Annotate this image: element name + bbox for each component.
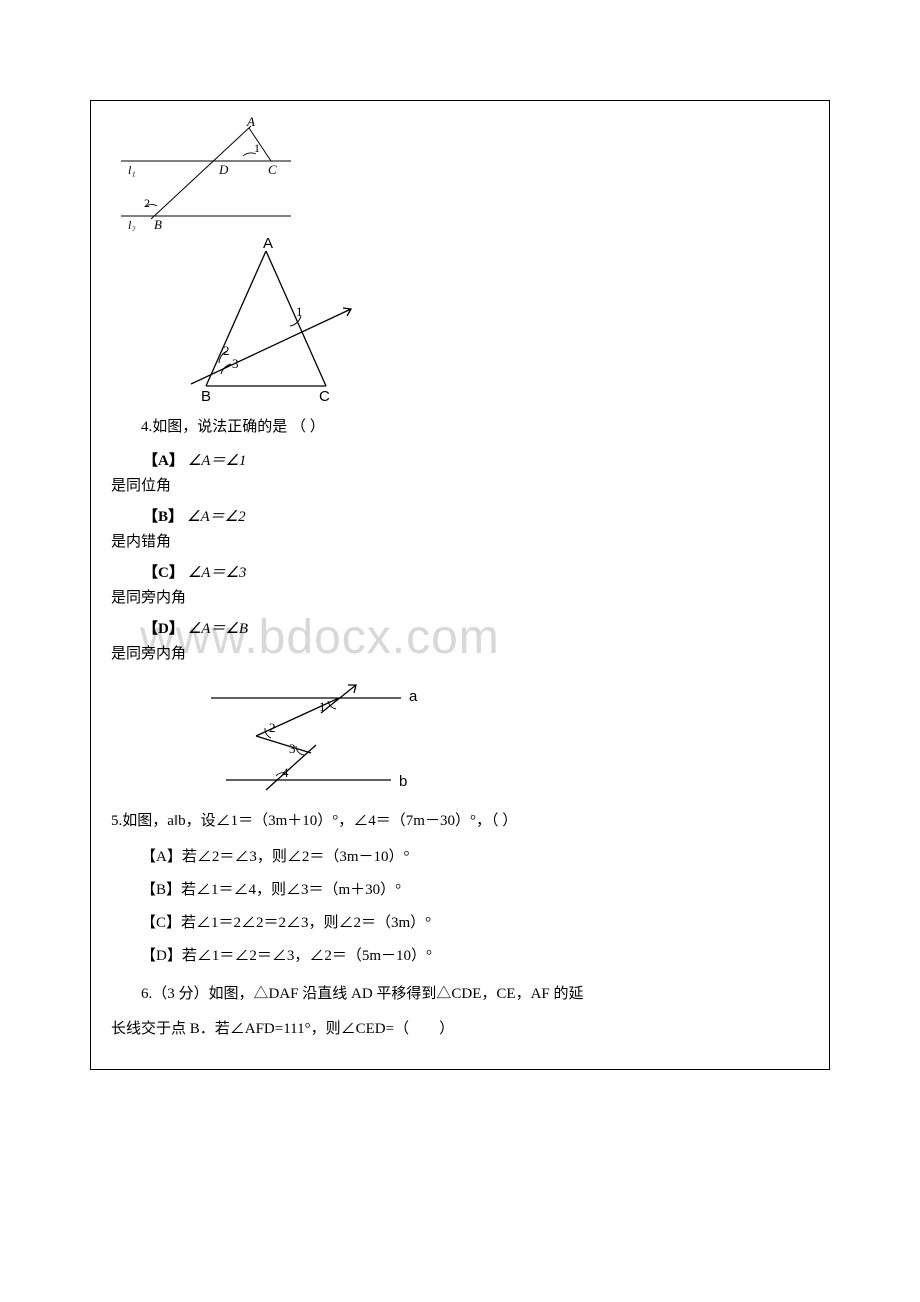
fig1-label-1: 1 <box>254 141 260 155</box>
q4-opt-a-label: 【A】 <box>143 449 184 470</box>
q4-opt-b-math: ∠A＝∠2 <box>187 505 246 526</box>
fig1-label-B: B <box>154 217 162 231</box>
fig2-label-B: B <box>201 388 211 405</box>
q4-opt-c-math: ∠A＝∠3 <box>188 561 247 582</box>
figure-2: A 1 2 3 B C <box>111 236 809 406</box>
figure-3: a b 1 2 3 4 <box>111 673 809 798</box>
q4-opt-b-explain: 是内错角 <box>111 530 809 551</box>
q4-option-d: 【D】 ∠A＝∠B <box>143 617 809 638</box>
q4-opt-c-label: 【C】 <box>143 561 184 582</box>
figure-1: A 1 D C l₁ 2 l₂ B <box>111 116 809 231</box>
fig3-label-b: b <box>399 773 407 790</box>
q4-opt-b-label: 【B】 <box>143 505 183 526</box>
q4-opt-a-explain: 是同位角 <box>111 474 809 495</box>
q5-option-d: 【D】若∠1＝∠2＝∠3，∠2＝（5m－10）° <box>111 940 809 973</box>
q5-option-c: 【C】若∠1＝2∠2＝2∠3，则∠2＝（3m）° <box>111 907 809 940</box>
fig3-label-a: a <box>409 688 418 705</box>
fig1-label-D: D <box>218 162 229 177</box>
fig1-label-2: 2 <box>144 196 150 210</box>
q5-stem: 5.如图，a‖b，设∠1＝（3m＋10）°，∠4＝（7m－30）°，（ ） <box>111 808 809 835</box>
fig1-label-l2: l₂ <box>128 218 136 231</box>
q4-option-b: 【B】 ∠A＝∠2 <box>143 505 809 526</box>
q4-option-c: 【C】 ∠A＝∠3 <box>143 561 809 582</box>
fig1-label-C: C <box>268 162 277 177</box>
q6-stem-line2: 长线交于点 B．若∠AFD=111°，则∠CED=（ ） <box>111 1016 809 1043</box>
fig2-label-1: 1 <box>296 304 303 319</box>
content-area: A 1 D C l₁ 2 l₂ B <box>111 116 809 1043</box>
q6-stem-line1: 6.（3 分）如图，△DAF 沿直线 AD 平移得到△CDE，CE，AF 的延 <box>111 981 809 1008</box>
page-border: A 1 D C l₁ 2 l₂ B <box>90 100 830 1070</box>
fig2-label-3: 3 <box>232 356 239 371</box>
q4-opt-d-explain: 是同旁内角 <box>111 642 809 663</box>
fig2-label-A: A <box>263 236 273 252</box>
fig2-label-2: 2 <box>223 343 230 358</box>
q4-stem: 4.如图，说法正确的是 （ ） <box>111 414 809 441</box>
fig1-label-l1: l₁ <box>128 163 136 177</box>
fig3-label-1: 1 <box>319 699 326 714</box>
q4-opt-c-explain: 是同旁内角 <box>111 586 809 607</box>
fig3-label-3: 3 <box>289 741 296 756</box>
q4-opt-d-math: ∠A＝∠B <box>188 617 248 638</box>
q5-option-a: 【A】若∠2＝∠3，则∠2＝（3m－10）° <box>111 841 809 874</box>
q5-option-b: 【B】若∠1＝∠4，则∠3＝（m＋30）° <box>111 874 809 907</box>
q4-option-a: 【A】 ∠A＝∠1 <box>143 449 809 470</box>
q4-opt-d-label: 【D】 <box>143 617 184 638</box>
fig1-label-A: A <box>246 116 255 129</box>
q4-opt-a-math: ∠A＝∠1 <box>188 449 247 470</box>
fig3-label-4: 4 <box>282 765 289 780</box>
fig3-label-2: 2 <box>269 720 276 735</box>
fig2-label-C: C <box>319 388 330 405</box>
